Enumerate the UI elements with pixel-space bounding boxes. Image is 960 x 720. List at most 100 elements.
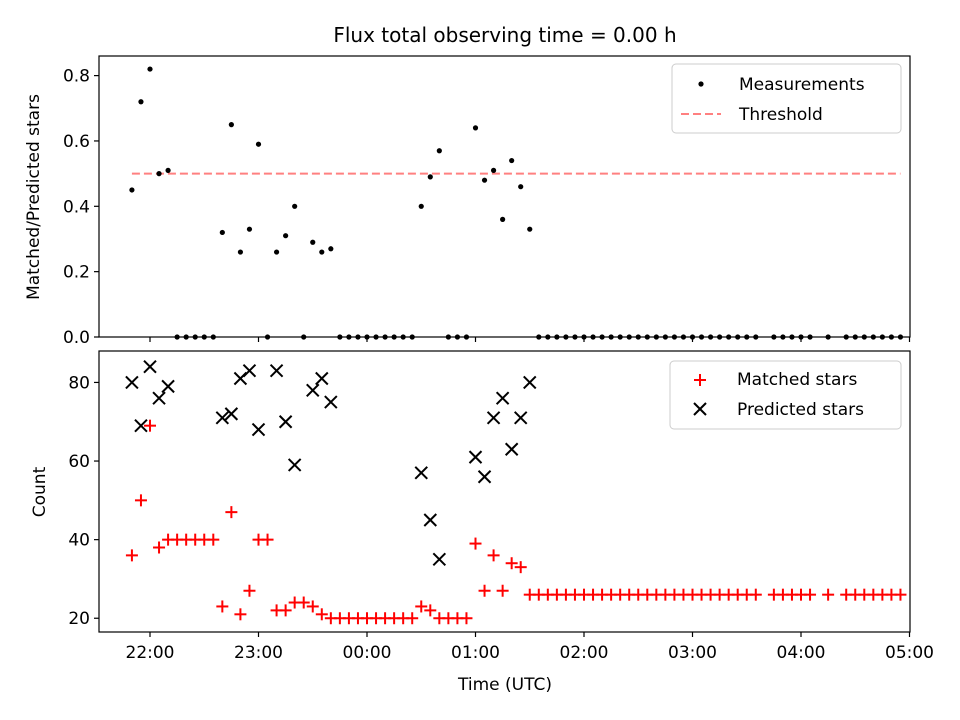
top-legend: Measurements Threshold: [671, 63, 902, 134]
measurement-point: [165, 167, 171, 173]
predicted-star-point: [125, 375, 139, 390]
predicted-star-point: [134, 418, 148, 433]
bottom-y-ticks: 20 40 60 80: [68, 373, 99, 629]
bottom-x-tick-label: 22:00: [126, 643, 175, 663]
predicted-star-point: [477, 470, 492, 484]
measurement-point: [527, 226, 533, 232]
matched-star-point: [496, 584, 509, 597]
matched-star-point: [279, 604, 292, 617]
top-x-tick-marks: [149, 337, 911, 342]
predicted-star-point: [215, 411, 230, 425]
bottom-x-tick-label: 03:00: [668, 643, 717, 663]
measurement-point: [427, 174, 433, 180]
legend-predicted-label: Predicted stars: [737, 400, 864, 420]
measurement-point: [418, 203, 424, 209]
top-y-axis-label: Matched/Predicted stars: [24, 94, 44, 300]
predicted-star-point: [269, 363, 284, 378]
bottom-x-tick-label: 02:00: [560, 643, 609, 663]
predicted-star-point: [324, 395, 338, 409]
bottom-axes-frame: [98, 350, 911, 633]
chart-title: Flux total observing time = 0.00 h: [333, 23, 676, 47]
matched-star-point: [207, 533, 220, 546]
top-axes: 0.00.20.40.60.8 Matched/Predicted stars …: [24, 55, 911, 348]
measurement-point: [436, 148, 442, 154]
measurement-point: [246, 226, 253, 232]
bottom-y-axis-label: Count: [30, 466, 50, 517]
measurement-point: [283, 233, 289, 239]
matched-star-point: [134, 494, 147, 507]
top-y-tick-label: 0.8: [63, 67, 90, 87]
bottom-plot-content: [125, 360, 907, 625]
predicted-star-point: [287, 458, 302, 472]
matched-star-point: [749, 588, 762, 601]
measurement-point: [292, 203, 298, 209]
top-y-tick-label: 0.2: [63, 263, 90, 283]
matched-star-point: [125, 549, 138, 562]
predicted-star-point: [224, 407, 239, 421]
matched-star-point: [243, 584, 256, 597]
predicted-star-point: [423, 513, 437, 527]
predicted-star-point: [486, 411, 501, 425]
matched-star-point: [514, 561, 527, 574]
measurement-point: [255, 141, 262, 147]
bottom-legend-box: [669, 360, 902, 430]
measurement-point: [273, 249, 280, 255]
top-y-ticks: 0.0 0.2 0.4 0.6 0.8: [63, 67, 99, 348]
matched-star-point: [424, 604, 437, 617]
predicted-star-point: [152, 391, 166, 405]
legend-predicted-marker: [693, 402, 707, 416]
top-y-tick-label: 0.4: [63, 197, 90, 217]
measurement-point: [490, 167, 497, 173]
legend-matched-marker: [694, 374, 706, 386]
matched-star-point: [406, 612, 419, 625]
measurement-point: [129, 187, 135, 193]
measurement-point: [310, 239, 316, 245]
measurement-point: [156, 171, 162, 177]
matched-star-point: [216, 600, 229, 613]
matched-star-point: [261, 533, 274, 546]
bottom-x-tick-label: 00:00: [343, 643, 392, 663]
predicted-star-point: [468, 450, 483, 464]
legend-matched-label: Matched stars: [737, 370, 857, 390]
measurement-point: [328, 246, 334, 252]
top-legend-box: [671, 63, 902, 134]
bottom-x-tick-label: 01:00: [451, 643, 500, 663]
matched-star-point: [297, 596, 310, 609]
matched-star-point: [894, 588, 907, 601]
bottom-x-tick-label: 23:00: [234, 643, 283, 663]
predicted-star-point: [143, 360, 157, 374]
bottom-y-tick-label: 40: [68, 531, 90, 551]
predicted-star-point: [306, 383, 320, 398]
measurement-point: [500, 216, 506, 222]
legend-measurements-marker: [698, 81, 704, 87]
predicted-star-point: [161, 379, 175, 394]
bottom-legend: Matched stars Predicted stars: [669, 360, 902, 430]
measurement-point: [472, 125, 479, 131]
bottom-x-ticks: 22:00 23:00 00:00 01:00 02:00 03:00 04:00 05:00: [126, 632, 934, 663]
measurement-point: [237, 249, 244, 255]
measurement-point: [228, 122, 234, 128]
predicted-star-point: [251, 422, 266, 437]
predicted-star-point: [242, 363, 257, 378]
bottom-x-tick-label: 05:00: [885, 643, 934, 663]
predicted-star-point: [414, 466, 428, 480]
matched-star-point: [234, 608, 247, 621]
matched-star-point: [487, 549, 500, 562]
predicted-star-point: [504, 442, 519, 456]
bottom-axes: 20 40 60 80 22:00 23:00 00:00 01:00 02:00 03:00 0…: [30, 350, 934, 695]
bottom-x-tick-label: 04:00: [777, 643, 826, 663]
measurement-point: [509, 157, 515, 164]
measurement-point: [138, 99, 144, 105]
matched-star-point: [144, 419, 156, 432]
legend-threshold-label: Threshold: [738, 105, 823, 125]
matched-star-point: [415, 600, 428, 613]
predicted-star-point: [315, 371, 329, 386]
matched-star-point: [469, 537, 482, 550]
matched-star-point: [225, 506, 238, 519]
predicted-star-point: [278, 415, 293, 429]
top-y-tick-label: 0.0: [63, 328, 90, 348]
measurement-point: [319, 249, 325, 255]
x-axis-label: Time (UTC): [457, 675, 552, 695]
legend-measurements-label: Measurements: [739, 75, 865, 95]
